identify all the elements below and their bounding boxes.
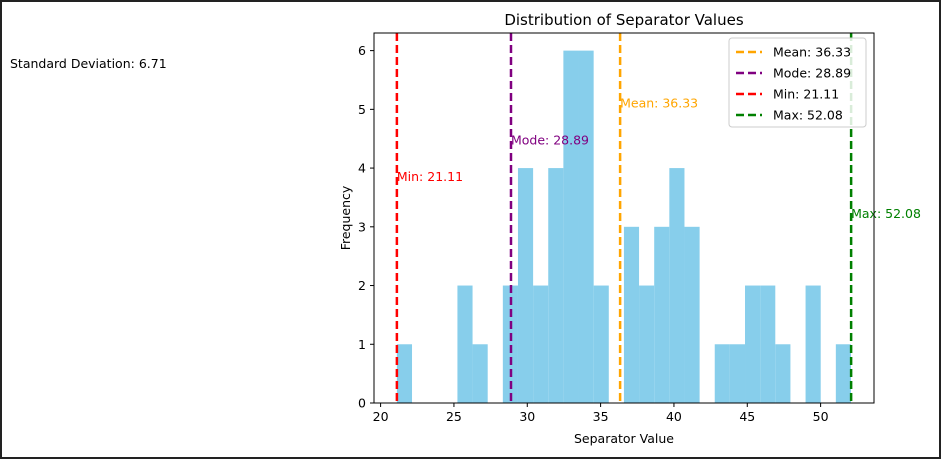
x-tick-label: 30 [519,409,535,424]
x-tick-label: 50 [813,409,829,424]
histogram-bar [517,168,534,403]
y-axis-label: Frequency [338,185,353,250]
bars-group [396,50,851,403]
x-axis-ticks: 20 25 30 35 40 45 50 [373,403,829,424]
chart-title: Distribution of Separator Values [504,11,744,29]
histogram-bar [396,344,413,403]
x-tick-label: 40 [666,409,682,424]
std-dev-label: Standard Deviation: [10,56,135,71]
plot-area-frame [373,32,875,404]
histogram-bar [457,285,473,403]
y-axis-ticks: 0 1 2 3 4 5 6 [358,43,374,411]
x-tick-label: 20 [373,409,389,424]
histogram-bar [729,344,746,403]
legend-box [728,37,867,128]
mean-annotation: Mean: 36.33 [620,96,698,111]
std-dev-value: 6.71 [138,56,167,71]
histogram-bar [745,285,761,403]
histogram-bar [654,226,670,403]
histogram-bar [639,285,655,403]
mode-annotation: Mode: 28.89 [511,133,589,148]
legend: Mean: 36.33 Mode: 28.89 Min: 21.11 Max: 52.… [728,37,867,128]
histogram-bar [593,285,609,403]
x-axis-label: Separator Value [574,431,674,446]
mode-legend-label: Mode: 28.89 [773,66,851,81]
y-tick-label: 5 [358,102,366,117]
histogram-bar [760,285,776,403]
x-tick-label: 25 [446,409,462,424]
max-annotation: Max: 52.08 [851,206,921,221]
histogram-bar [835,344,851,403]
histogram-bar [805,285,821,403]
histogram-bar [502,285,518,403]
histogram-bar [548,168,564,403]
min-annotation: Min: 21.11 [397,169,463,184]
max-legend-label: Max: 52.08 [773,108,843,123]
histogram-bar [563,50,579,403]
std-dev-text: Standard Deviation: 6.71 [10,56,167,71]
mean-legend-label: Mean: 36.33 [773,45,851,60]
min-legend-label: Min: 21.11 [773,87,839,102]
y-tick-label: 0 [358,396,366,411]
histogram-bar [533,285,549,403]
histogram-bar [714,344,730,403]
y-tick-label: 1 [358,337,366,352]
y-tick-label: 4 [358,161,366,176]
histogram-bar [684,226,700,403]
reference-lines-group: Mean: 36.33 Mode: 28.89 Min: 21.11 Max: 52.… [395,33,921,403]
histogram-bar [578,50,594,403]
histogram-bar [775,344,791,403]
y-tick-label: 6 [358,43,366,58]
histogram-bar [669,168,685,403]
y-tick-label: 2 [358,278,366,293]
histogram-bar [472,344,488,403]
x-tick-label: 45 [739,409,755,424]
x-tick-label: 35 [593,409,609,424]
histogram-bar [623,226,640,403]
y-tick-label: 3 [358,219,366,234]
